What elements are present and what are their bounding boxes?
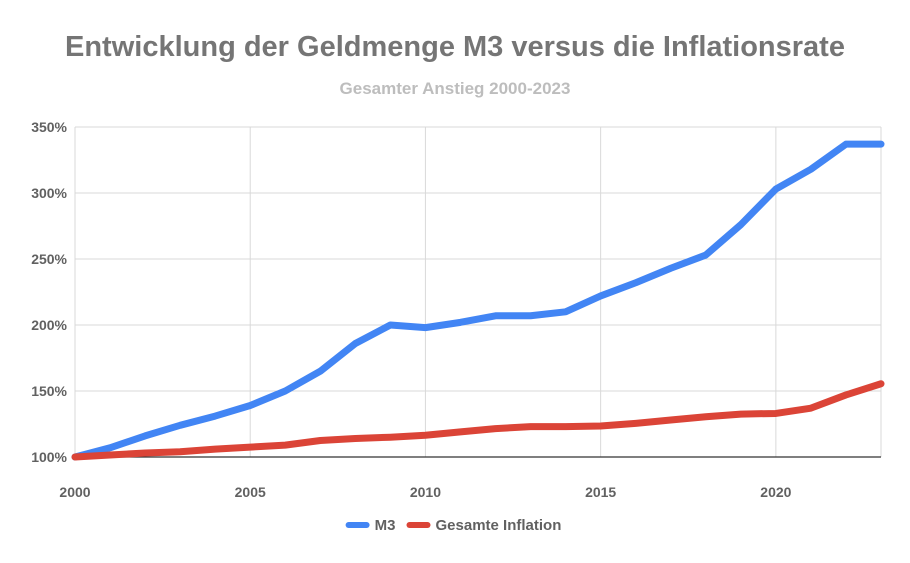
x-tick-label: 2010 <box>410 484 441 500</box>
legend: M3 Gesamte Inflation <box>345 517 562 534</box>
legend-item: Gesamte Inflation <box>406 517 562 534</box>
grid <box>74 126 882 458</box>
chart-subtitle: Gesamter Anstieg 2000-2023 <box>340 79 571 98</box>
y-tick-label: 100% <box>31 449 67 465</box>
chart-title: Entwicklung der Geldmenge M3 versus die … <box>65 31 845 63</box>
x-tick-label: 2015 <box>585 484 616 500</box>
series-lines <box>71 140 885 461</box>
series-line-m3 <box>71 140 885 461</box>
y-tick-label: 300% <box>31 185 67 201</box>
legend-label: M3 <box>375 517 396 534</box>
x-tick-label: 2000 <box>59 484 90 500</box>
y-tick-label: 200% <box>31 317 67 333</box>
y-tick-label: 250% <box>31 251 67 267</box>
x-tick-label: 2020 <box>760 484 791 500</box>
legend-label: Gesamte Inflation <box>436 517 562 534</box>
x-axis-ticks: 2000 2005 2010 2015 2020 <box>59 484 791 500</box>
series-line-gesamte-inflation <box>71 380 885 461</box>
y-axis-ticks: 100% 150% 200% 250% 300% 350% <box>31 119 67 465</box>
y-tick-label: 150% <box>31 383 67 399</box>
y-tick-label: 350% <box>31 119 67 135</box>
legend-item: M3 <box>345 517 396 534</box>
x-tick-label: 2005 <box>235 484 266 500</box>
